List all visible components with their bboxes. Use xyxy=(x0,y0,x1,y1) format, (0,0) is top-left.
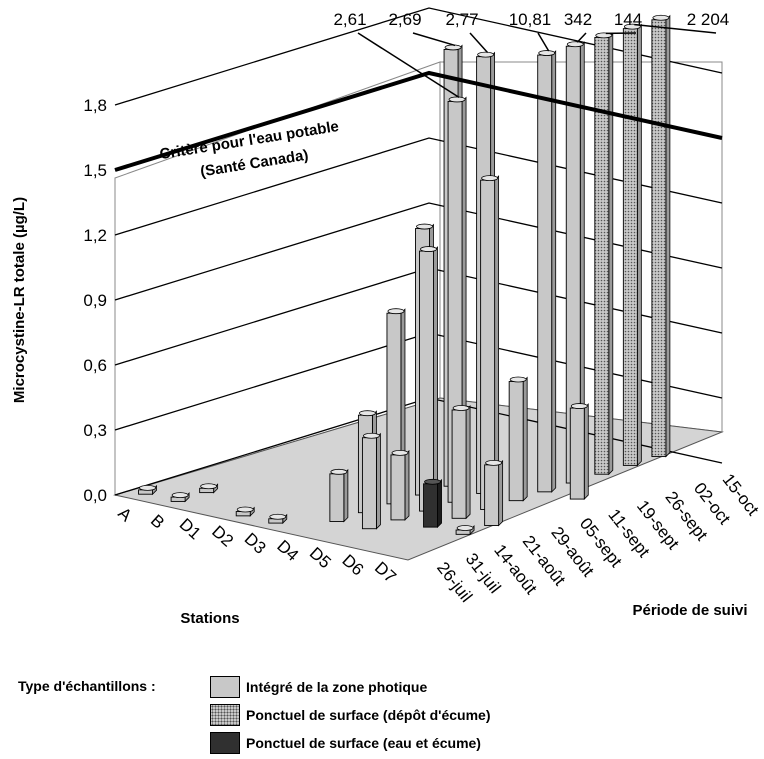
off-scale-leader xyxy=(576,32,587,43)
station-tick-label: D2 xyxy=(208,522,237,551)
bar xyxy=(508,376,528,502)
bar xyxy=(329,468,349,523)
station-tick-label: B xyxy=(147,511,168,533)
off-scale-label: 2,61 xyxy=(333,10,366,29)
station-tick-label: D7 xyxy=(371,558,400,587)
station-tick-label: D3 xyxy=(241,529,270,558)
bar xyxy=(138,484,157,496)
y-tick-label: 1,2 xyxy=(83,226,107,245)
threshold-line xyxy=(114,70,723,172)
y-tick-label: 1,8 xyxy=(83,96,107,115)
y-tick-label: 0,3 xyxy=(83,421,107,440)
off-scale-leader xyxy=(412,32,456,47)
off-scale-labels: 2,61 2,69 2,77 10,81 342 144 2 204 xyxy=(333,10,730,99)
legend-label: Intégré de la zone photique xyxy=(246,679,428,695)
x-axis-title: Stations xyxy=(180,610,239,627)
legend-swatch-eau xyxy=(210,732,240,754)
legend-title: Type d'échantillons : xyxy=(18,678,156,694)
z-axis-title: Période de suivi xyxy=(632,602,747,619)
bar xyxy=(361,432,381,530)
off-scale-leader xyxy=(357,32,460,99)
bar xyxy=(170,492,190,503)
off-scale-leader xyxy=(469,32,489,54)
y-tick-label: 0,9 xyxy=(83,291,107,310)
bar xyxy=(451,405,471,520)
off-scale-label: 2,69 xyxy=(388,10,421,29)
legend-label: Ponctuel de surface (dépôt d'écume) xyxy=(246,707,491,723)
legend-item-eau: Ponctuel de surface (eau et écume) xyxy=(210,731,481,755)
bar xyxy=(268,513,288,525)
bar xyxy=(484,459,504,527)
y-tick-label: 0,6 xyxy=(83,356,107,375)
bar xyxy=(423,478,442,529)
bar xyxy=(594,32,614,476)
bar xyxy=(235,506,255,517)
station-tick-label: D5 xyxy=(306,544,335,573)
bar xyxy=(199,483,219,494)
y-tick-label: 1,5 xyxy=(83,161,107,180)
off-scale-label: 144 xyxy=(614,10,642,29)
station-tick-label: A xyxy=(114,504,136,526)
bar xyxy=(455,525,475,536)
bar xyxy=(480,175,500,511)
bar xyxy=(651,14,671,458)
off-scale-leader xyxy=(634,23,717,34)
bar xyxy=(569,403,589,501)
legend-item-integre: Intégré de la zone photique xyxy=(210,675,427,699)
legend-item-ecume: Ponctuel de surface (dépôt d'écume) xyxy=(210,703,491,727)
legend-label: Ponctuel de surface (eau et écume) xyxy=(246,735,481,751)
bar xyxy=(390,449,410,521)
bar xyxy=(419,246,438,513)
y-tick-label: 0,0 xyxy=(83,486,107,505)
legend-swatch-ecume xyxy=(210,704,240,726)
off-scale-leader xyxy=(537,32,550,52)
bar xyxy=(622,23,642,467)
off-scale-label: 10,81 xyxy=(509,10,552,29)
off-scale-label: 342 xyxy=(564,10,592,29)
y-axis-title: Microcystine-LR totale (µg/L) xyxy=(11,197,28,403)
legend-swatch-integre xyxy=(210,676,240,698)
station-tick-label: D1 xyxy=(176,515,205,544)
bar xyxy=(537,50,557,493)
station-tick-label: D4 xyxy=(273,536,302,565)
chart-3d-bar: Critère pour l'eau potable(Santé Canada)… xyxy=(11,7,763,627)
off-scale-label: 2 204 xyxy=(687,10,730,29)
off-scale-label: 2,77 xyxy=(445,10,478,29)
legend: Type d'échantillons : Intégré de la zone… xyxy=(18,670,758,758)
bars xyxy=(138,14,671,536)
station-tick-label: D6 xyxy=(338,551,367,580)
